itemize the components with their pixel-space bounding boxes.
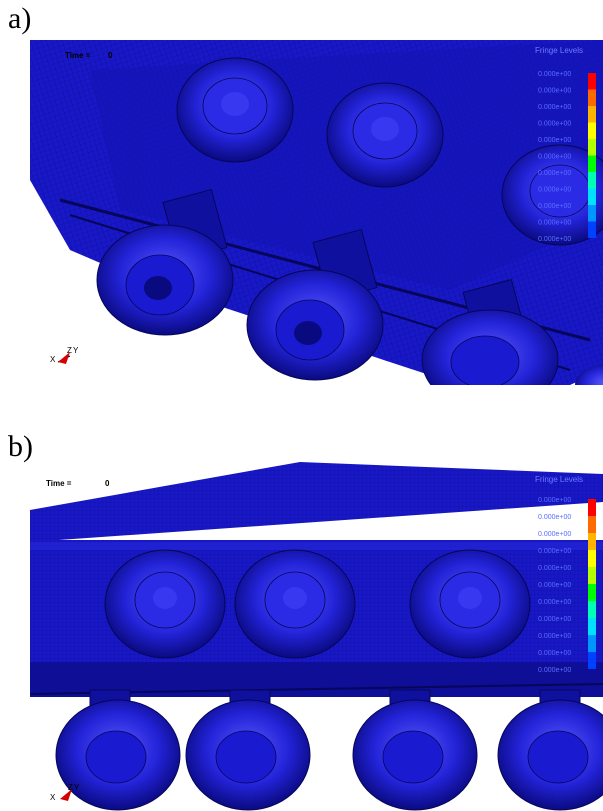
fringe-legend: 0.000e+00 0.000e+00 0.000e+00 0.000e+00 0.00…: [538, 71, 596, 243]
legend-value-label: 0.000e+00: [538, 497, 571, 504]
legend-value-label: 0.000e+00: [538, 514, 571, 521]
time-label: Time =: [65, 51, 91, 60]
fringe-legend: 0.000e+00 0.000e+00 0.000e+00 0.000e+00 0.00…: [538, 497, 596, 674]
time-label: Time =: [46, 479, 72, 488]
upper-wheel-2: [326, 82, 444, 188]
legend-color-block: [588, 73, 596, 90]
legend-value-label: 0.000e+00: [538, 582, 571, 589]
upper-wheel-1: [104, 549, 226, 659]
svg-text:X: X: [50, 793, 56, 802]
legend-value-label: 0.000e+00: [538, 187, 571, 194]
legend-value-label: 0.000e+00: [538, 599, 571, 606]
legend-color-block: [588, 601, 596, 618]
time-value: 0: [108, 51, 113, 60]
time-value: 0: [105, 479, 110, 488]
legend-color-block: [588, 205, 596, 222]
legend-color-block: [588, 188, 596, 205]
legend-color-block: [588, 618, 596, 635]
legend-color-block: [588, 550, 596, 567]
legend-value-label: 0.000e+00: [538, 203, 571, 210]
panel-a-render: Time = 0 Fringe Levels 0.000e+000.000e+0…: [30, 40, 603, 385]
legend-value-label: 0.000e+00: [538, 531, 571, 538]
legend-value-label: 0.000e+00: [538, 220, 571, 227]
legend-color-block: [588, 533, 596, 550]
legend-color-block: [588, 89, 596, 106]
legend-value-label: 0.000e+00: [538, 667, 571, 674]
legend-title: Fringe Levels: [535, 46, 583, 55]
svg-text:Z: Z: [67, 346, 72, 355]
svg-text:X: X: [50, 355, 56, 364]
legend-value-label: 0.000e+00: [538, 71, 571, 78]
legend-color-block: [588, 155, 596, 172]
legend-value-label: 0.000e+00: [538, 137, 571, 144]
legend-value-label: 0.000e+00: [538, 565, 571, 572]
lower-wheel-4: [575, 365, 603, 385]
lower-wheel-1: [96, 224, 234, 336]
upper-wheel-1: [176, 57, 294, 163]
legend-color-block: [588, 172, 596, 189]
upper-wheel-3: [501, 144, 603, 246]
panel-b-render: Time = 0 Fringe Levels 0.000e+000.000e+0…: [30, 462, 603, 811]
panel-b-label: b): [8, 430, 33, 463]
upper-wheel-2: [234, 549, 356, 659]
legend-value-label: 0.000e+00: [538, 121, 571, 128]
legend-value-label: 0.000e+00: [538, 650, 571, 657]
legend-color-block: [588, 122, 596, 139]
lower-wheel-3: [352, 699, 478, 811]
panel-a-label: a): [8, 2, 32, 35]
legend-title: Fringe Levels: [535, 475, 583, 484]
lower-wheel-1: [55, 699, 181, 811]
legend-value-label: 0.000e+00: [538, 104, 571, 111]
axis-triad: X Z Y: [50, 346, 79, 364]
lower-wheel-2: [246, 269, 384, 381]
legend-color-block: [588, 584, 596, 601]
panel-a-viewport[interactable]: Time = 0 Fringe Levels 0.000e+00 0.000e+0…: [30, 40, 603, 385]
legend-value-label: 0.000e+00: [538, 236, 571, 243]
legend-value-label: 0.000e+00: [538, 548, 571, 555]
panel-b-viewport[interactable]: Time = 0 Fringe Levels 0.000e+00 0.000e+0…: [30, 462, 603, 811]
upper-wheel-3: [409, 549, 531, 659]
legend-color-block: [588, 652, 596, 669]
legend-color-block: [588, 221, 596, 238]
legend-value-label: 0.000e+00: [538, 616, 571, 623]
legend-color-block: [588, 567, 596, 584]
legend-color-block: [588, 635, 596, 652]
svg-text:Z: Z: [68, 783, 73, 792]
svg-text:Y: Y: [73, 346, 79, 355]
legend-value-label: 0.000e+00: [538, 88, 571, 95]
legend-value-label: 0.000e+00: [538, 633, 571, 640]
legend-color-block: [588, 139, 596, 156]
vehicle-roof: [30, 462, 603, 542]
legend-value-label: 0.000e+00: [538, 154, 571, 161]
lower-wheel-3: [421, 309, 559, 385]
legend-color-block: [588, 516, 596, 533]
lower-wheel-2: [185, 699, 311, 811]
svg-text:Y: Y: [74, 783, 80, 792]
lower-wheel-4: [497, 699, 603, 811]
legend-value-label: 0.000e+00: [538, 170, 571, 177]
legend-color-block: [588, 106, 596, 123]
legend-color-block: [588, 499, 596, 516]
axis-triad: X Z Y: [50, 783, 80, 802]
